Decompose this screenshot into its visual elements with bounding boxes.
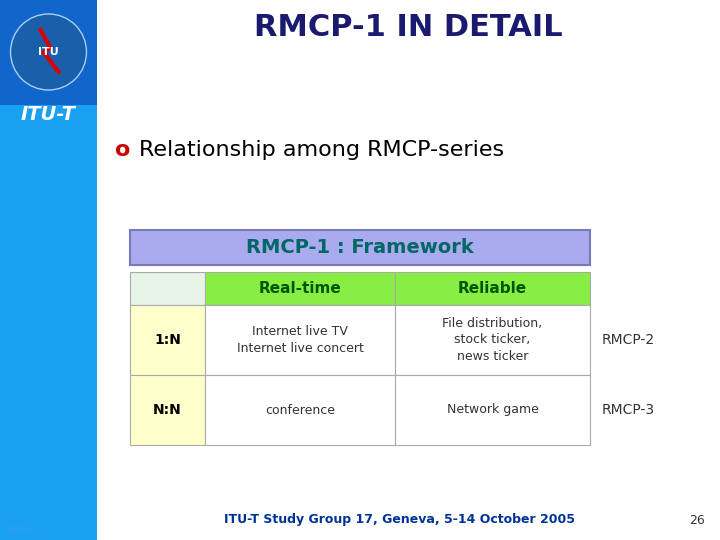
Text: ITU-T Study Group 17, Geneva, 5-14 October 2005: ITU-T Study Group 17, Geneva, 5-14 Octob…: [225, 514, 575, 526]
Text: 1:N: 1:N: [154, 333, 181, 347]
Bar: [395, 375, 590, 445]
Text: RMCP-1 IN DETAIL: RMCP-1 IN DETAIL: [254, 14, 563, 43]
Text: RMCP-2: RMCP-2: [602, 333, 655, 347]
Bar: [395, 272, 590, 305]
Text: File distribution,
stock ticker,
news ticker: File distribution, stock ticker, news ti…: [442, 316, 543, 363]
Bar: [130, 375, 205, 445]
Text: RMCP-3: RMCP-3: [602, 403, 655, 417]
Text: Internet live TV
Internet live concert: Internet live TV Internet live concert: [237, 325, 364, 355]
Text: N:N: N:N: [153, 403, 182, 417]
Text: ITU-T: ITU-T: [21, 105, 76, 125]
Text: RMCP-1 : Framework: RMCP-1 : Framework: [246, 238, 474, 257]
Circle shape: [11, 14, 86, 90]
Bar: [0, 0, 97, 540]
Bar: [0, 0, 97, 105]
Text: Real-time: Real-time: [258, 281, 341, 296]
Text: Relationship among RMCP-series: Relationship among RMCP-series: [139, 140, 504, 160]
Bar: [205, 272, 395, 305]
Text: ITU: ITU: [38, 47, 59, 57]
Bar: [205, 375, 395, 445]
Bar: [130, 272, 205, 305]
Bar: [130, 305, 205, 375]
Bar: [130, 230, 590, 265]
Bar: [395, 305, 590, 375]
Text: Reliable: Reliable: [458, 281, 527, 296]
Text: o: o: [115, 140, 130, 160]
Text: dates: dates: [8, 525, 35, 535]
Text: 26: 26: [689, 514, 705, 526]
Text: Network game: Network game: [446, 403, 539, 416]
Bar: [205, 305, 395, 375]
Text: conference: conference: [265, 403, 335, 416]
